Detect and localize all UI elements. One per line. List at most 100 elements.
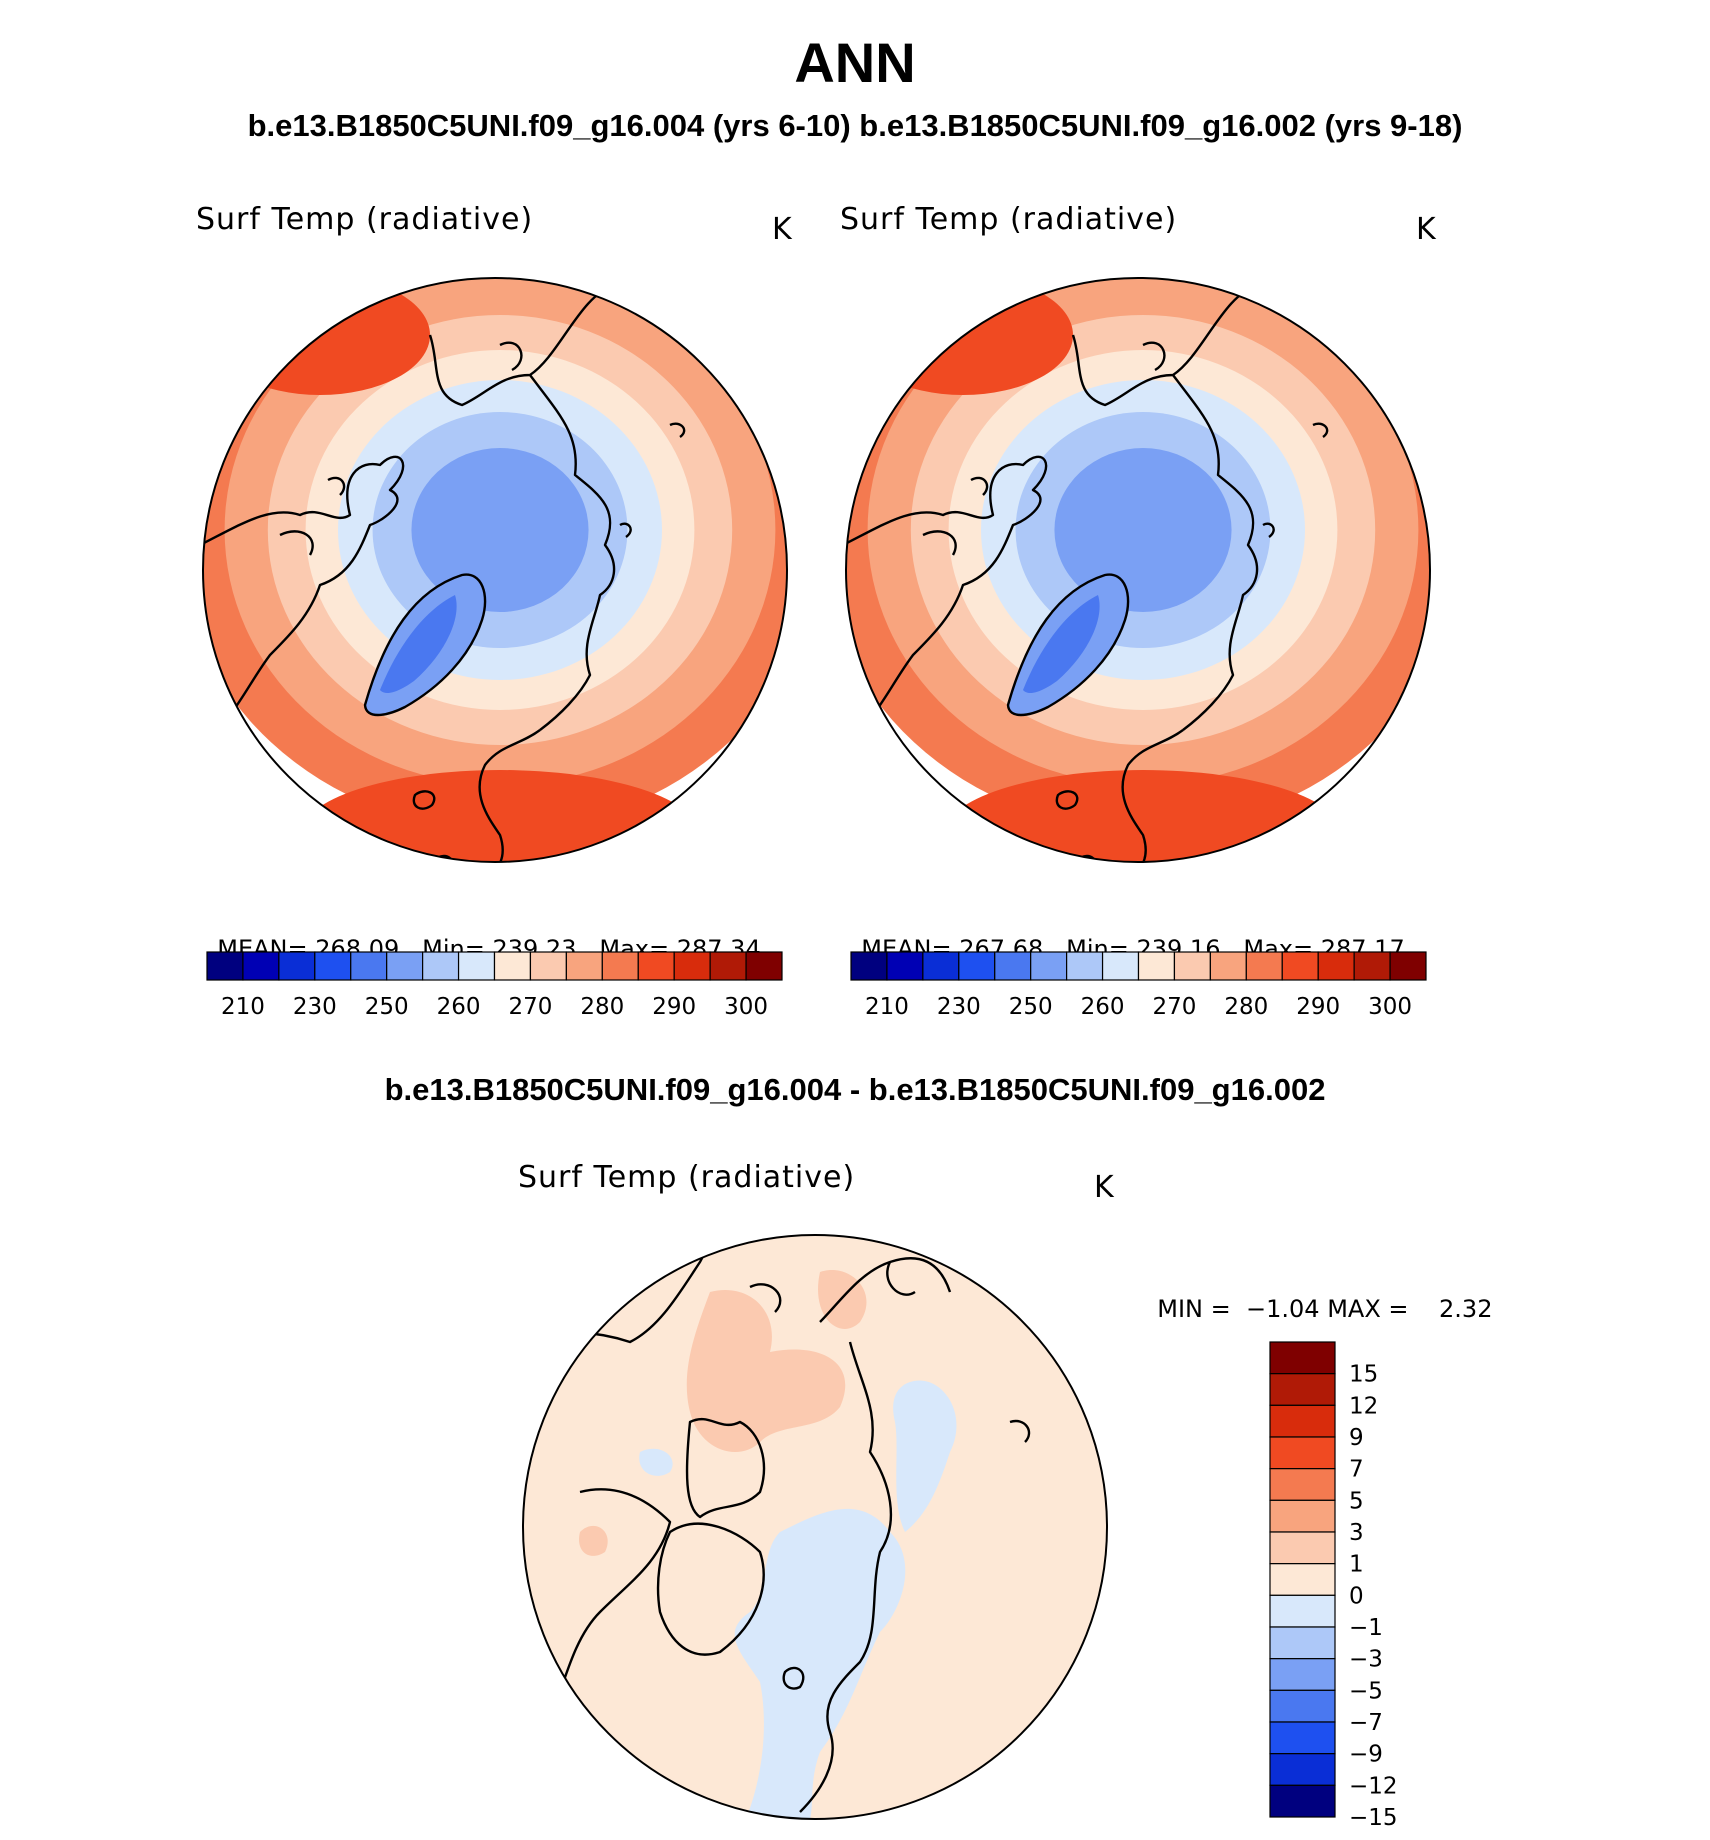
colorbar-tick-label: 230	[293, 994, 337, 1020]
colorbar-swatch	[1281, 951, 1319, 981]
alaska-siberia-coastline	[428, 283, 616, 407]
colorbar-swatch	[1269, 1594, 1336, 1628]
positive-anomaly-arctic	[686, 1290, 846, 1452]
panel1-polar-map	[202, 277, 788, 863]
colorbar-swatch	[1269, 1626, 1336, 1660]
pacific-island-coastline	[1009, 1419, 1031, 1443]
colorbar-swatch	[1269, 1689, 1336, 1723]
colorbar-swatch	[529, 951, 567, 981]
panel1-variable-label: Surf Temp (radiative)	[196, 202, 534, 237]
colorbar-tick-label: −9	[1349, 1742, 1383, 1768]
colorbar-tick-label: 260	[437, 994, 481, 1020]
colorbar-swatch	[1269, 1341, 1336, 1375]
colorbar-swatch	[1269, 1563, 1336, 1596]
colorbar-swatch	[457, 951, 496, 981]
colorbar-swatch	[1269, 1436, 1336, 1470]
colorbar-swatch	[1269, 1721, 1336, 1755]
negative-anomaly-siberia	[893, 1380, 957, 1532]
greenland-coastline	[1006, 573, 1130, 717]
colorbar-swatch	[637, 951, 675, 981]
colorbar-swatch	[350, 951, 388, 981]
map-boundary	[845, 277, 1431, 863]
arctic-islands-coastline	[279, 476, 346, 556]
map-boundary	[522, 1234, 1108, 1820]
colorbar-swatch	[1137, 951, 1176, 981]
panel2-polar-map	[845, 277, 1431, 863]
difference-stats: MIN = −1.04 MAX = 2.32	[1142, 1267, 1492, 1323]
difference-max-value: 2.32	[1439, 1295, 1493, 1323]
colorbar-tick-label: 260	[1081, 994, 1125, 1020]
iceland-uk-coastline	[412, 790, 455, 862]
colorbar-swatch	[886, 951, 924, 981]
difference-polar-map	[522, 1234, 1108, 1820]
colorbar-tick-label: 1	[1349, 1552, 1364, 1578]
panel3-variable-label: Surf Temp (radiative)	[518, 1160, 856, 1195]
alaska-siberia-coastline	[1071, 283, 1259, 407]
colorbar-tick-label: 7	[1349, 1457, 1364, 1483]
iceland-coastline	[782, 1666, 805, 1690]
negative-anomaly-small	[620, 1258, 673, 1476]
north-america-coastline	[203, 455, 405, 716]
difference-subtitle: b.e13.B1850C5UNI.f09_g16.004 - b.e13.B18…	[384, 1072, 1326, 1107]
pacific-warm-region	[853, 278, 1073, 395]
panel1-colorbar: 210 230 250 260 270 280 290 300	[206, 951, 783, 1020]
colorbar-tick-label: 3	[1349, 1520, 1364, 1546]
colorbar-tick-label: 290	[652, 994, 696, 1020]
figure-title: ANN	[794, 31, 916, 94]
colorbar-tick-label: 270	[508, 994, 552, 1020]
colorbar-swatch	[206, 951, 244, 981]
colorbar-tick-label: 5	[1349, 1488, 1364, 1514]
colorbar-tick-label: 250	[1009, 994, 1053, 1020]
colorbar-swatch	[922, 951, 960, 981]
difference-min-value: −1.04	[1246, 1295, 1320, 1323]
panel3-units-label: K	[1094, 1170, 1115, 1205]
colorbar-tick-label: 9	[1349, 1425, 1364, 1451]
band-polar	[411, 448, 589, 612]
colorbar-tick-label: −5	[1349, 1678, 1383, 1704]
colorbar-swatch	[1269, 1531, 1336, 1565]
colorbar-swatch	[1269, 1468, 1336, 1501]
panel2-variable-label: Surf Temp (radiative)	[840, 202, 1178, 237]
colorbar-swatch	[314, 951, 352, 981]
iceland-uk-coastline	[1055, 790, 1098, 862]
band-polar	[1054, 448, 1232, 612]
colorbar-tick-label: 300	[724, 994, 768, 1020]
panel1-units-label: K	[772, 212, 793, 247]
scandinavia-coastline	[478, 729, 541, 862]
eurasia-coastline	[1172, 374, 1259, 731]
difference-min-label: MIN =	[1157, 1295, 1231, 1323]
negative-anomaly-atlantic	[734, 1508, 906, 1819]
colorbar-swatch	[1353, 951, 1391, 981]
colorbar-tick-label: −15	[1349, 1805, 1398, 1831]
colorbar-swatch	[565, 951, 603, 981]
colorbar-tick-label: 270	[1152, 994, 1196, 1020]
colorbar-swatch	[709, 951, 747, 981]
arctic-archipelago-coastline	[685, 1417, 766, 1519]
colorbar-swatch	[1173, 951, 1211, 981]
north-america-coastline	[846, 455, 1048, 716]
colorbar-tick-label: −12	[1349, 1773, 1398, 1799]
scandinavia-coastline	[1121, 729, 1184, 862]
eurasia-coastline	[529, 374, 616, 731]
colorbar-swatch	[1269, 1658, 1336, 1691]
positive-anomaly-canada	[579, 1525, 608, 1556]
colorbar-swatch	[1269, 1784, 1336, 1818]
colorbar-swatch	[601, 951, 639, 981]
colorbar-swatch	[1066, 951, 1104, 981]
colorbar-swatch	[958, 951, 996, 981]
greenland-ice-core	[380, 595, 457, 694]
colorbar-swatch	[242, 951, 280, 981]
colorbar-tick-label: −3	[1349, 1647, 1383, 1673]
colorbar-swatch	[493, 951, 532, 981]
colorbar-swatch	[673, 951, 711, 981]
colorbar-swatch	[745, 951, 783, 981]
arctic-islands-coastline	[922, 476, 989, 556]
colorbar-tick-label: 15	[1349, 1362, 1378, 1388]
comparison-subtitle: b.e13.B1850C5UNI.f09_g16.004 (yrs 6-10) …	[247, 108, 1463, 143]
panel2-colorbar: 210 230 250 260 270 280 290 300	[850, 951, 1427, 1020]
colorbar-tick-label: 230	[937, 994, 981, 1020]
colorbar-tick-label: 0	[1349, 1583, 1364, 1609]
colorbar-tick-label: 300	[1368, 994, 1412, 1020]
colorbar-tick-label: −1	[1349, 1615, 1383, 1641]
colorbar-tick-label: 12	[1349, 1393, 1378, 1419]
